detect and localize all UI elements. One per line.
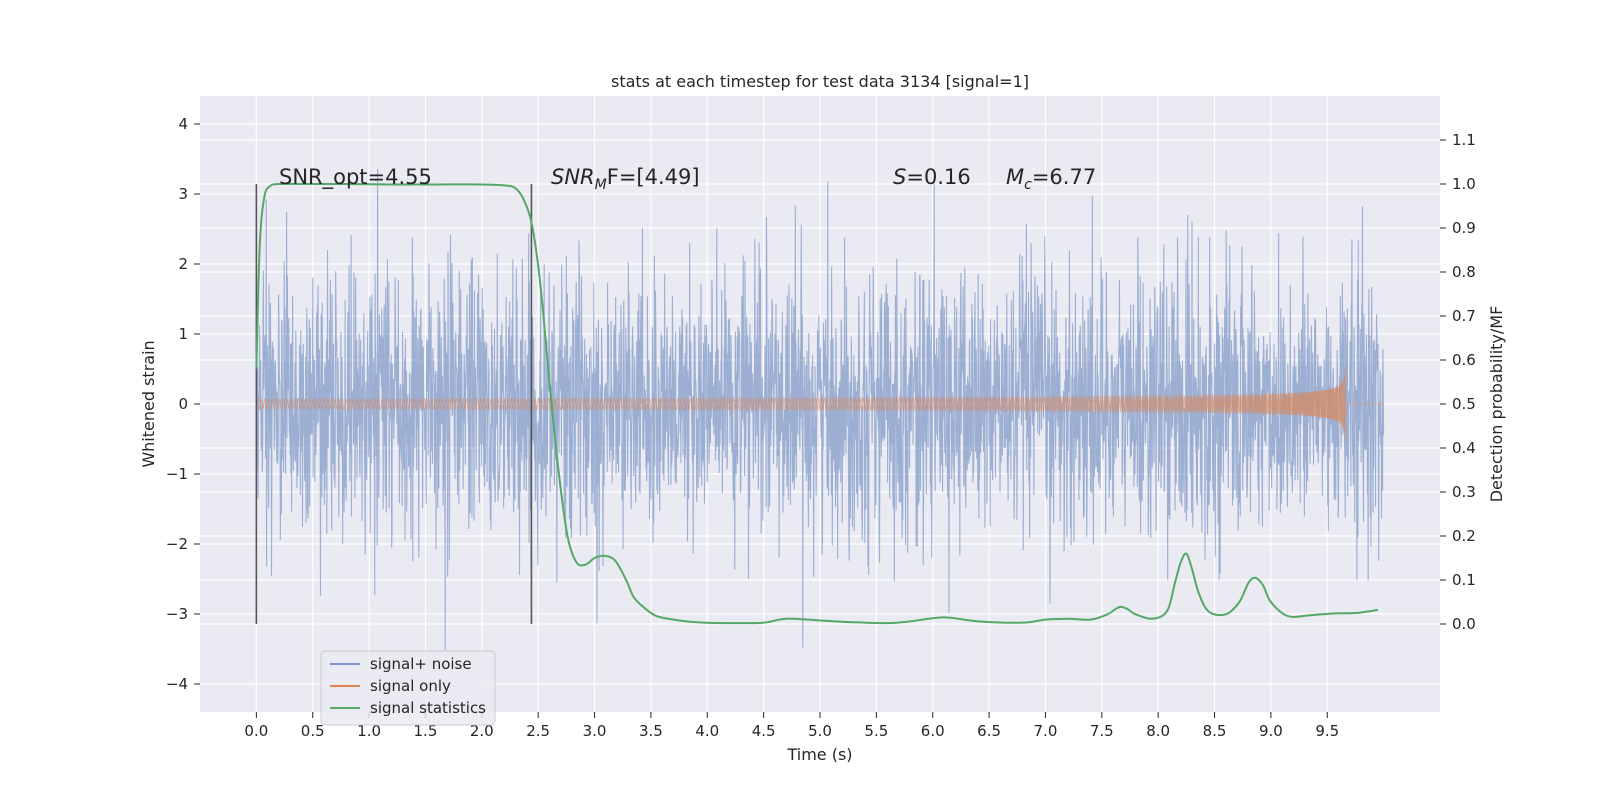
x-tick-label: 7.0	[1034, 722, 1058, 740]
chart-title: stats at each timestep for test data 313…	[611, 72, 1029, 91]
annotation-mc: Mc=6.77	[1006, 165, 1096, 193]
x-tick-label: 1.0	[357, 722, 381, 740]
y-right-tick-label: 0.4	[1452, 439, 1476, 457]
y-right-axis-ticks: 1.1 1.0 0.9 0.8 0.7 0.6 0.5 0.4 0.3 0.2 0.1 0.0	[1440, 131, 1476, 633]
stats-trace	[255, 182, 1379, 625]
y-right-tick-label: 0.7	[1452, 307, 1476, 325]
annotation-snr-mf: SNRMF=[4.49]	[551, 165, 700, 193]
y-right-tick-label: 1.1	[1452, 131, 1476, 149]
x-tick-label: 0.0	[244, 722, 268, 740]
x-tick-label: 2.0	[470, 722, 494, 740]
y-tick-label: −1	[166, 465, 188, 483]
noise-trace	[255, 168, 1385, 651]
x-tick-label: 0.5	[301, 722, 325, 740]
annotation-s: S=0.16	[893, 165, 971, 189]
y-right-axis-label: Detection probability/MF	[1487, 306, 1506, 503]
stats-series	[255, 182, 1379, 625]
y-right-tick-label: 0.0	[1452, 615, 1476, 633]
y-tick-label: 3	[178, 185, 188, 203]
legend-label-noise: signal+ noise	[370, 655, 472, 673]
y-right-tick-label: 0.2	[1452, 527, 1476, 545]
y-right-tick-label: 0.1	[1452, 571, 1476, 589]
annotations: SNR_opt=4.55 SNRMF=[4.49] S=0.16 Mc=6.77	[279, 165, 1096, 193]
x-tick-label: 8.5	[1203, 722, 1227, 740]
x-tick-label: 9.0	[1259, 722, 1283, 740]
x-tick-label: 6.0	[921, 722, 945, 740]
y-tick-label: 1	[178, 325, 188, 343]
y-tick-label: −3	[166, 605, 188, 623]
y-tick-label: 4	[178, 115, 188, 133]
y-tick-label: 0	[178, 395, 188, 413]
x-tick-label: 3.5	[639, 722, 663, 740]
x-tick-label: 8.0	[1146, 722, 1170, 740]
vertical-lines	[255, 184, 533, 624]
y-right-tick-label: 0.6	[1452, 351, 1476, 369]
x-tick-label: 2.5	[526, 722, 550, 740]
y-axis-label: Whitened strain	[139, 340, 158, 467]
y-right-tick-label: 0.9	[1452, 219, 1476, 237]
x-axis-ticks: 0.0 0.5 1.0 1.5 2.0 2.5 3.0 3.5 4.0 4.5 5.0 5.5 6.0 6…	[244, 712, 1339, 740]
y-right-tick-label: 0.5	[1452, 395, 1476, 413]
x-tick-label: 5.5	[864, 722, 888, 740]
x-tick-label: 1.5	[414, 722, 438, 740]
annotation-snr-opt: SNR_opt=4.55	[279, 165, 432, 190]
x-tick-label: 6.5	[977, 722, 1001, 740]
legend-label-stats: signal statistics	[370, 699, 486, 717]
x-tick-label: 7.5	[1090, 722, 1114, 740]
legend-label-signal: signal only	[370, 677, 451, 695]
legend: signal+ noise signal only signal statist…	[320, 650, 496, 726]
x-tick-label: 5.0	[808, 722, 832, 740]
legend-box	[320, 650, 496, 726]
x-tick-label: 4.0	[695, 722, 719, 740]
signal-trace	[255, 368, 1384, 441]
x-tick-label: 3.0	[583, 722, 607, 740]
y-right-tick-label: 0.8	[1452, 263, 1476, 281]
y-tick-label: 2	[178, 255, 188, 273]
signal-series	[255, 368, 1384, 441]
y-tick-label: −2	[166, 535, 188, 553]
y-right-tick-label: 1.0	[1452, 175, 1476, 193]
y-tick-label: −4	[166, 675, 188, 693]
x-axis-label: Time (s)	[786, 745, 852, 764]
y-right-tick-label: 0.3	[1452, 483, 1476, 501]
x-tick-label: 4.5	[752, 722, 776, 740]
y-axis-ticks: 4 3 2 1 0 −1 −2 −3 −4	[166, 115, 200, 693]
x-tick-label: 9.5	[1315, 722, 1339, 740]
noise-series	[255, 168, 1385, 651]
